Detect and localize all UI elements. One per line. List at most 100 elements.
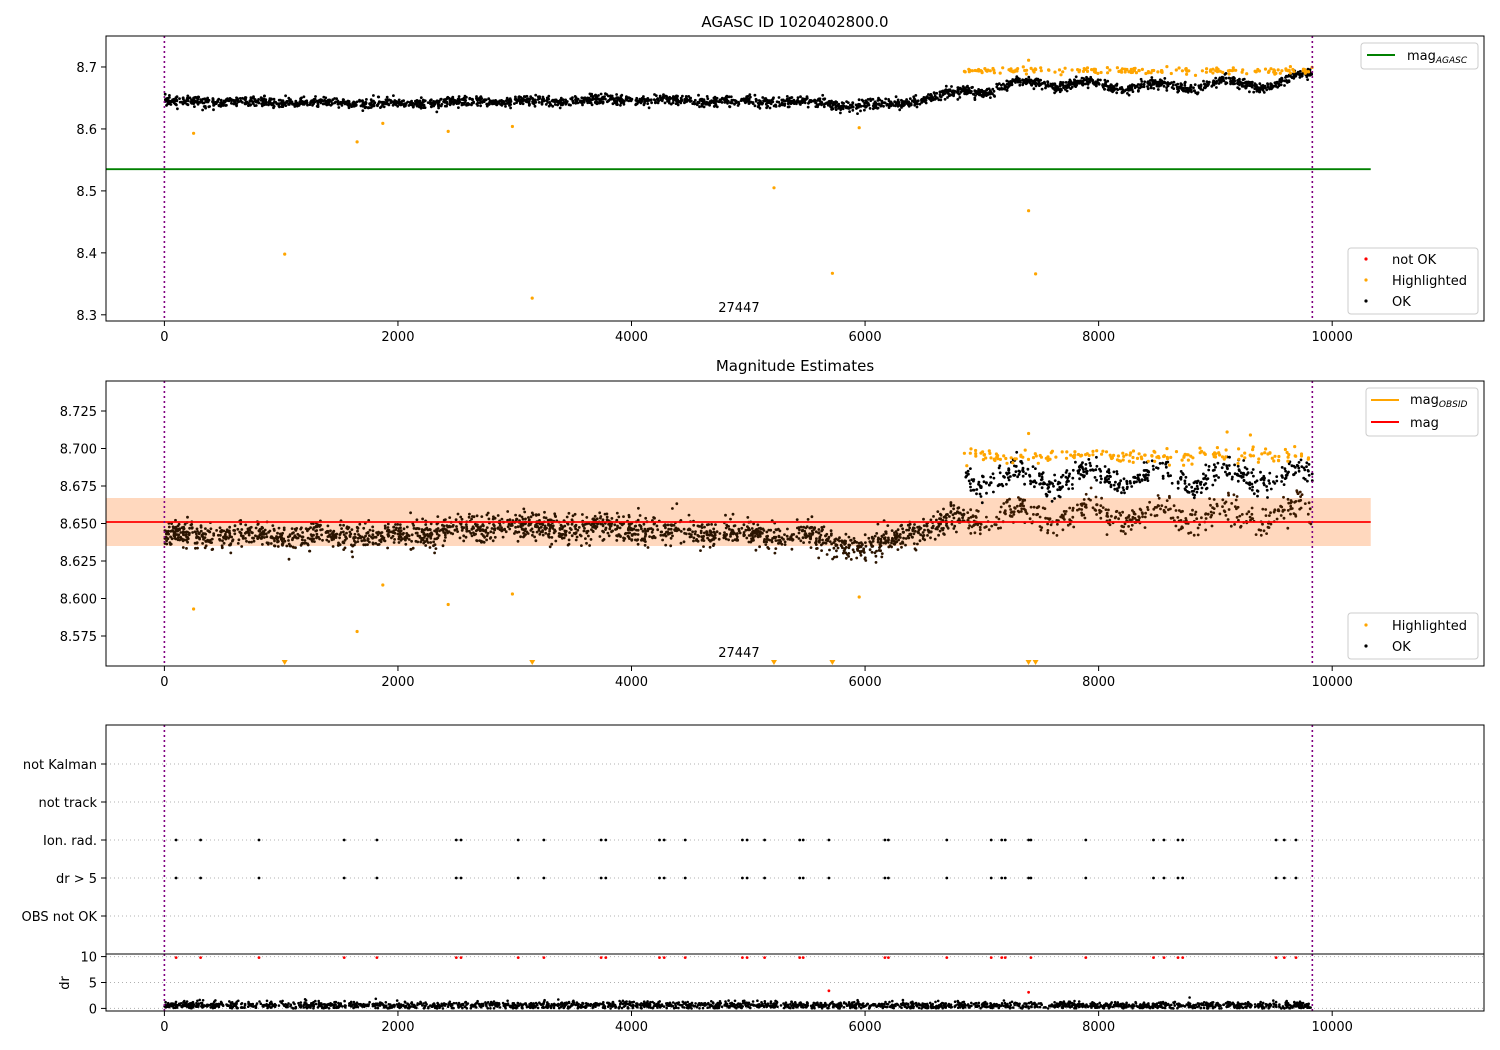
panel-agasc-highlighted-point xyxy=(830,271,835,275)
panel-magnitude-ok-point xyxy=(500,517,504,521)
panel-magnitude-ok-point xyxy=(584,537,587,540)
panel-magnitude-ok-point xyxy=(392,529,396,533)
panel-magnitude-ok-point xyxy=(1078,477,1081,481)
panel-magnitude-ok-point xyxy=(638,514,642,517)
panel-magnitude-ok-point xyxy=(712,542,716,546)
panel-magnitude-ok-point xyxy=(276,531,279,535)
panel-magnitude-ok-point xyxy=(282,537,286,541)
panel-magnitude-ok-point xyxy=(729,535,732,538)
panel-agasc-ok-point xyxy=(863,108,866,112)
panel-magnitude-ok-point xyxy=(368,528,372,532)
panel-agasc-ok-point xyxy=(595,97,599,101)
panel-magnitude-ok-point xyxy=(692,539,695,543)
panel-magnitude-ok-point xyxy=(917,531,920,535)
panel-agasc-ok-point xyxy=(765,101,769,105)
panel-magnitude-ok-point xyxy=(373,535,376,539)
panel-magnitude-ok-point xyxy=(933,537,937,541)
panel-magnitude-ok-point xyxy=(828,540,832,543)
panel-magnitude-ok-point xyxy=(724,526,728,530)
panel-magnitude-ok-point xyxy=(506,525,510,529)
panel-magnitude-ok-point xyxy=(531,530,535,534)
panel-agasc-ok-point xyxy=(1147,82,1151,86)
panel-magnitude-ok-point xyxy=(687,527,691,531)
panel-magnitude-ok-point xyxy=(568,527,572,530)
panel-magnitude-ok-point xyxy=(1151,464,1155,468)
panel-agasc-ok-point xyxy=(584,97,588,101)
panel-agasc-ok-point xyxy=(232,102,236,106)
panel-magnitude-ok-point xyxy=(454,518,458,522)
panel-magnitude-ok-point xyxy=(844,545,848,549)
panel-agasc-ok-point xyxy=(594,93,597,97)
panel-agasc-ok-point xyxy=(967,86,971,90)
panel-agasc-ok-point xyxy=(1062,86,1065,90)
panel-magnitude-ok-point xyxy=(890,545,893,549)
panel-agasc-ok-point xyxy=(551,98,555,102)
panel-agasc-ok-point xyxy=(851,105,855,109)
panel-magnitude-ok-point xyxy=(516,539,520,543)
panel-magnitude-ok-point xyxy=(386,528,390,532)
panel-agasc-highlighted-point xyxy=(1119,69,1123,73)
panel-magnitude-ok-point xyxy=(1112,483,1116,487)
panel-agasc-ok-point xyxy=(1279,83,1283,87)
panel-agasc-ok-point xyxy=(663,101,667,105)
panel-agasc-ok-point xyxy=(1036,82,1040,86)
panel-magnitude-ok-point xyxy=(615,539,619,542)
panel-agasc-ok-point xyxy=(617,97,621,101)
panel-magnitude-ok-point xyxy=(172,526,175,530)
panel-magnitude-ok-point xyxy=(1176,481,1180,485)
panel-agasc-ok-point xyxy=(536,95,540,99)
panel-agasc-ok-point xyxy=(653,101,657,105)
panel-magnitude-ok-point xyxy=(692,523,696,527)
panel-agasc-ok-point xyxy=(1022,81,1025,85)
panel-agasc-ok-point xyxy=(1054,85,1057,88)
panel-magnitude-ok-point xyxy=(904,537,908,540)
panel-magnitude-ok-point xyxy=(981,475,985,479)
panel-magnitude-ok-point xyxy=(874,554,878,558)
panel-magnitude-ok-point xyxy=(264,532,268,536)
panel-agasc-ok-point xyxy=(501,100,505,104)
panel-magnitude-ok-point xyxy=(671,534,674,538)
panel-agasc-ok-point xyxy=(1161,82,1164,85)
panel-agasc-ok-point xyxy=(314,95,317,98)
panel-agasc-highlighted-point xyxy=(1291,67,1295,72)
panel-magnitude-ok-point xyxy=(300,542,304,545)
panel-magnitude-ok-point xyxy=(405,525,409,529)
panel-magnitude-ok-point xyxy=(522,507,526,511)
panel-magnitude-ok-point xyxy=(878,546,881,549)
panel-magnitude-ok-point xyxy=(675,502,679,506)
panel-magnitude-ok-point xyxy=(615,518,619,522)
panel-magnitude-ok-point xyxy=(342,530,345,534)
panel-magnitude-ok-point xyxy=(371,533,375,537)
panel-magnitude-ok-point xyxy=(820,529,824,533)
panel-agasc-ok-point xyxy=(482,98,486,102)
panel-magnitude-ok-point xyxy=(715,530,719,534)
panel-agasc-ok-point xyxy=(271,103,275,107)
panel-magnitude-ok-point xyxy=(444,536,447,539)
panel-agasc-ok-point xyxy=(814,105,818,108)
panel-agasc-ok-point xyxy=(759,99,762,103)
panel-magnitude-ok-point xyxy=(808,526,812,530)
panel-agasc-ok-point xyxy=(619,103,622,107)
panel-agasc-ok-point xyxy=(457,95,461,98)
panel-agasc-ok-point xyxy=(977,93,981,97)
panel-agasc-ok-point xyxy=(569,103,572,107)
panel-magnitude-ok-point xyxy=(907,536,911,540)
panel-magnitude-ok-point xyxy=(228,525,232,529)
panel-magnitude-ok-point xyxy=(353,532,357,536)
panel-magnitude-ok-point xyxy=(615,534,618,537)
panel-agasc-ok-point xyxy=(576,97,580,101)
panel-agasc-ok-point xyxy=(768,106,772,110)
panel-magnitude-ok-point xyxy=(357,533,360,536)
panel-magnitude-ok-point xyxy=(1192,496,1196,500)
panel-magnitude-ok-point xyxy=(386,546,389,550)
panel-magnitude-ok-point xyxy=(863,533,867,537)
panel-magnitude-ok-point xyxy=(244,523,248,527)
panel-agasc-highlighted-point xyxy=(1280,69,1284,73)
panel-magnitude-ok-point xyxy=(902,536,905,540)
panel-magnitude-ok-point xyxy=(233,532,237,536)
panel-magnitude-ok-point xyxy=(648,527,651,531)
panel-magnitude-ok-point xyxy=(290,527,294,530)
panel-agasc-highlighted-point xyxy=(1039,69,1043,73)
panel-magnitude-ok-point xyxy=(835,555,839,559)
panel-magnitude-ok-point xyxy=(701,536,705,540)
